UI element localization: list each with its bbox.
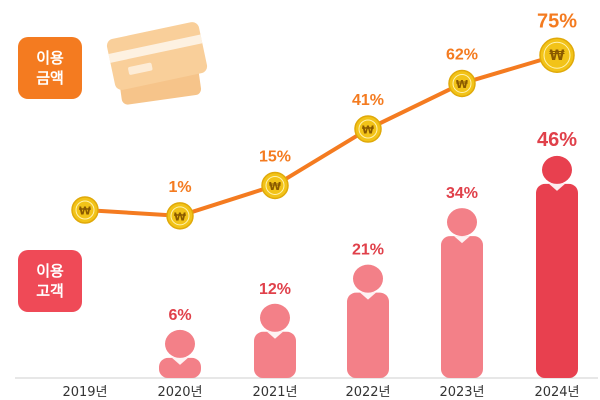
line-value-label: 75% <box>537 10 577 32</box>
won-coin-icon: ₩ <box>261 171 289 200</box>
won-coin-icon: ₩ <box>539 37 575 73</box>
bar-2024년 <box>536 155 578 378</box>
x-tick-label: 2019년 <box>62 385 107 400</box>
amount-legend-tag: 이용 금액 <box>18 37 82 99</box>
bar-2023년 <box>441 208 483 378</box>
bar-value-label: 21% <box>352 242 384 259</box>
person-icon <box>260 303 290 332</box>
won-coin-icon: ₩ <box>354 115 382 143</box>
x-tick-label: 2024년 <box>534 385 579 400</box>
bar-value-label: 12% <box>259 281 291 298</box>
svg-text:₩: ₩ <box>79 205 91 218</box>
svg-text:₩: ₩ <box>269 180 281 193</box>
amount-line <box>84 53 558 218</box>
amount-legend-line2: 금액 <box>36 69 64 87</box>
line-value-label: 41% <box>352 92 384 109</box>
x-tick-label: 2020년 <box>157 385 202 400</box>
bar-value-label: 34% <box>446 185 478 202</box>
amount-legend-line1: 이용 <box>36 49 64 67</box>
bar-2021년 <box>254 303 296 378</box>
users-legend-tag: 이용 고객 <box>18 250 82 312</box>
svg-text:₩: ₩ <box>549 48 565 64</box>
bar-2022년 <box>347 264 389 378</box>
credit-card-icon <box>106 22 208 105</box>
won-coin-icon: ₩ <box>448 69 476 98</box>
bar-2020년 <box>159 329 201 378</box>
svg-text:₩: ₩ <box>362 124 374 137</box>
svg-text:₩: ₩ <box>174 210 186 223</box>
won-coin-icon: ₩ <box>71 196 99 224</box>
person-icon <box>447 208 477 237</box>
person-icon <box>353 264 383 293</box>
line-value-label: 62% <box>446 46 478 63</box>
bar-value-label: 46% <box>537 129 577 151</box>
bar-value-label: 6% <box>168 307 191 324</box>
x-tick-label: 2023년 <box>439 385 484 400</box>
person-icon <box>165 329 195 358</box>
line-value-label: 15% <box>259 148 291 165</box>
x-tick-label: 2022년 <box>345 385 390 400</box>
line-value-label: 1% <box>168 179 191 196</box>
won-coin-icon: ₩ <box>166 202 194 230</box>
users-legend-line2: 고객 <box>36 282 64 300</box>
svg-text:₩: ₩ <box>456 78 468 91</box>
users-legend-line1: 이용 <box>36 262 64 280</box>
x-tick-label: 2021년 <box>252 385 297 400</box>
person-icon <box>542 155 572 184</box>
